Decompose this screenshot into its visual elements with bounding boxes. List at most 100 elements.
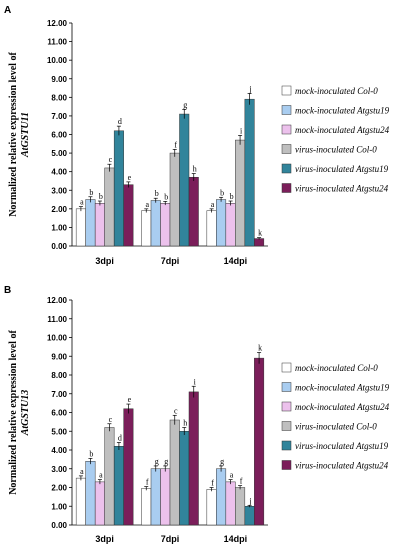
legend-swatch [281, 163, 292, 174]
significance-letter: a [80, 467, 84, 476]
legend-label: virus-inoculated Atgstu24 [295, 184, 389, 194]
bar [94, 481, 105, 526]
legend-label: virus-inoculated Col-0 [295, 145, 377, 155]
significance-letter: k [258, 229, 262, 238]
bar [75, 208, 86, 247]
significance-letter: g [155, 457, 159, 466]
panel-label: A [4, 5, 11, 16]
y-tick-label: 11.00 [47, 38, 67, 47]
legend-swatch [281, 105, 292, 115]
y-axis-label: Normalized relative expression level of [8, 330, 19, 495]
y-tick-label: 11.00 [47, 315, 67, 324]
legend-swatch [281, 440, 292, 451]
y-tick-label: 1.00 [51, 223, 67, 232]
significance-letter: a [145, 200, 149, 209]
category-label: 3dpi [95, 534, 114, 544]
bar [216, 199, 227, 247]
y-tick-label: 9.00 [51, 352, 67, 361]
y-tick-label: 10.00 [47, 334, 68, 343]
bar [179, 431, 190, 526]
bar [169, 152, 180, 247]
significance-letter: g [183, 100, 187, 109]
y-tick-label: 5.00 [51, 427, 67, 436]
bar [235, 487, 246, 526]
y-tick-label: 9.00 [51, 75, 67, 84]
bar [141, 488, 152, 526]
bar [225, 203, 236, 247]
significance-letter: a [99, 471, 103, 480]
bar [206, 489, 217, 526]
y-tick-label: 1.00 [51, 502, 67, 511]
significance-letter: j [248, 85, 251, 94]
y-tick-label: 0.00 [51, 521, 67, 530]
y-tick-label: 2.00 [51, 484, 67, 493]
significance-letter: b [230, 192, 234, 201]
legend-label: virus-inoculated Atgstu19 [295, 164, 389, 174]
significance-letter: b [89, 188, 93, 197]
significance-letter: j [248, 496, 251, 505]
category-label: 14dpi [224, 534, 248, 544]
category-label: 3dpi [95, 256, 114, 266]
significance-letter: c [109, 155, 113, 164]
legend-swatch [281, 85, 292, 96]
legend-swatch [281, 382, 292, 392]
significance-letter: b [89, 449, 93, 458]
y-tick-label: 7.00 [51, 112, 67, 121]
y-tick-label: 12.00 [47, 296, 68, 305]
bar [235, 139, 246, 247]
y-axis-label: Normalized relative expression level of [8, 52, 19, 217]
y-tick-label: 6.00 [51, 409, 67, 418]
y-tick-label: 12.00 [47, 19, 68, 28]
legend-label: mock-inoculated Atgstu24 [295, 125, 390, 135]
bar [169, 419, 180, 526]
legend-swatch [281, 401, 292, 412]
y-tick-label: 7.00 [51, 390, 67, 399]
bar [179, 113, 190, 247]
legend-swatch [281, 421, 292, 431]
significance-letter: c [174, 406, 178, 415]
y-tick-label: 8.00 [51, 371, 67, 380]
bar [188, 391, 199, 526]
significance-letter: f [211, 479, 214, 488]
legend-label: virus-inoculated Atgstu24 [295, 461, 389, 471]
significance-letter: f [174, 140, 177, 149]
significance-letter: f [146, 478, 149, 487]
bar [216, 468, 227, 526]
bar [104, 167, 115, 247]
significance-letter: e [128, 173, 132, 182]
legend-swatch [281, 183, 292, 193]
significance-letter: b [155, 189, 159, 198]
bar [244, 98, 255, 247]
chart-panel-A: A 0.00 1.00 2.00 3.00 4.00 5.00 6.00 7.00 8.00 9.0… [4, 5, 390, 266]
bar [104, 427, 115, 526]
bar [94, 203, 105, 247]
y-tick-label: 2.00 [51, 205, 67, 214]
legend-swatch [281, 362, 292, 373]
chart-panel-B: B 0.00 1.00 2.00 3.00 4.00 5.00 6.00 7.00 8.00 9.0… [4, 285, 390, 544]
legend-label: virus-inoculated Atgstu19 [295, 441, 389, 451]
significance-letter: f [240, 477, 243, 486]
bar [244, 506, 255, 526]
bar [160, 203, 171, 247]
significance-letter: e [128, 395, 132, 404]
legend-label: mock-inoculated Atgstu19 [295, 106, 390, 116]
y-tick-label: 10.00 [47, 56, 68, 65]
significance-letter: b [220, 188, 224, 197]
significance-letter: k [258, 344, 262, 353]
bar [254, 238, 265, 247]
category-label: 7dpi [161, 534, 180, 544]
legend-swatch [281, 124, 292, 135]
bar [123, 184, 134, 247]
category-label: 7dpi [161, 256, 180, 266]
legend-label: virus-inoculated Col-0 [295, 422, 377, 432]
significance-letter: h [183, 419, 187, 428]
significance-letter: a [211, 200, 215, 209]
bar [225, 481, 236, 526]
panel-label: B [4, 285, 11, 296]
significance-letter: a [80, 198, 84, 207]
significance-letter: i [240, 126, 243, 135]
y-tick-label: 6.00 [51, 131, 67, 140]
y-tick-label: 3.00 [51, 186, 67, 195]
y-tick-label: 8.00 [51, 93, 67, 102]
